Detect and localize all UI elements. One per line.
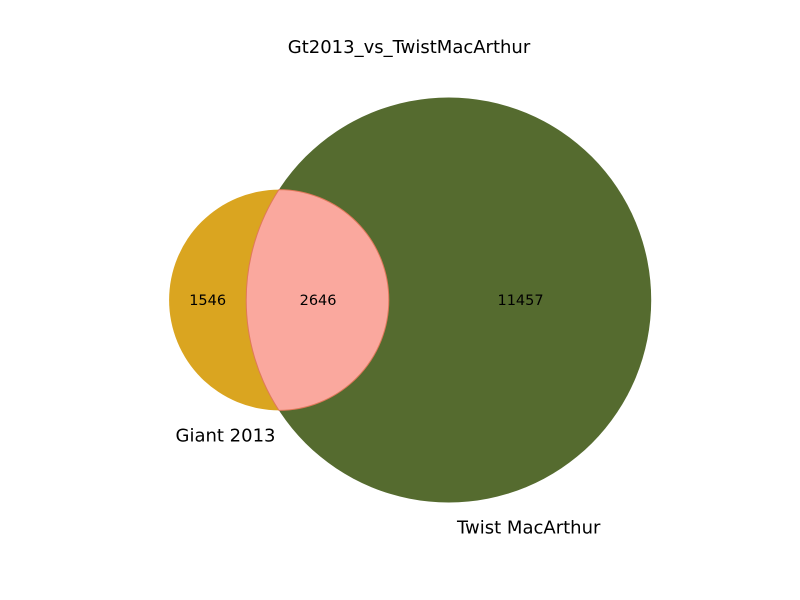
count-twist-macarthur-only: 11457 xyxy=(497,293,543,309)
set-label-giant-2013: Giant 2013 xyxy=(176,425,276,446)
count-intersection: 2646 xyxy=(300,293,337,309)
set-circle-twist-macarthur xyxy=(246,97,652,503)
chart-title: Gt2013_vs_TwistMacArthur xyxy=(288,37,531,58)
count-giant-2013-only: 1546 xyxy=(189,293,226,309)
set-label-twist-macarthur: Twist MacArthur xyxy=(456,518,601,539)
intersection-region xyxy=(245,189,390,411)
